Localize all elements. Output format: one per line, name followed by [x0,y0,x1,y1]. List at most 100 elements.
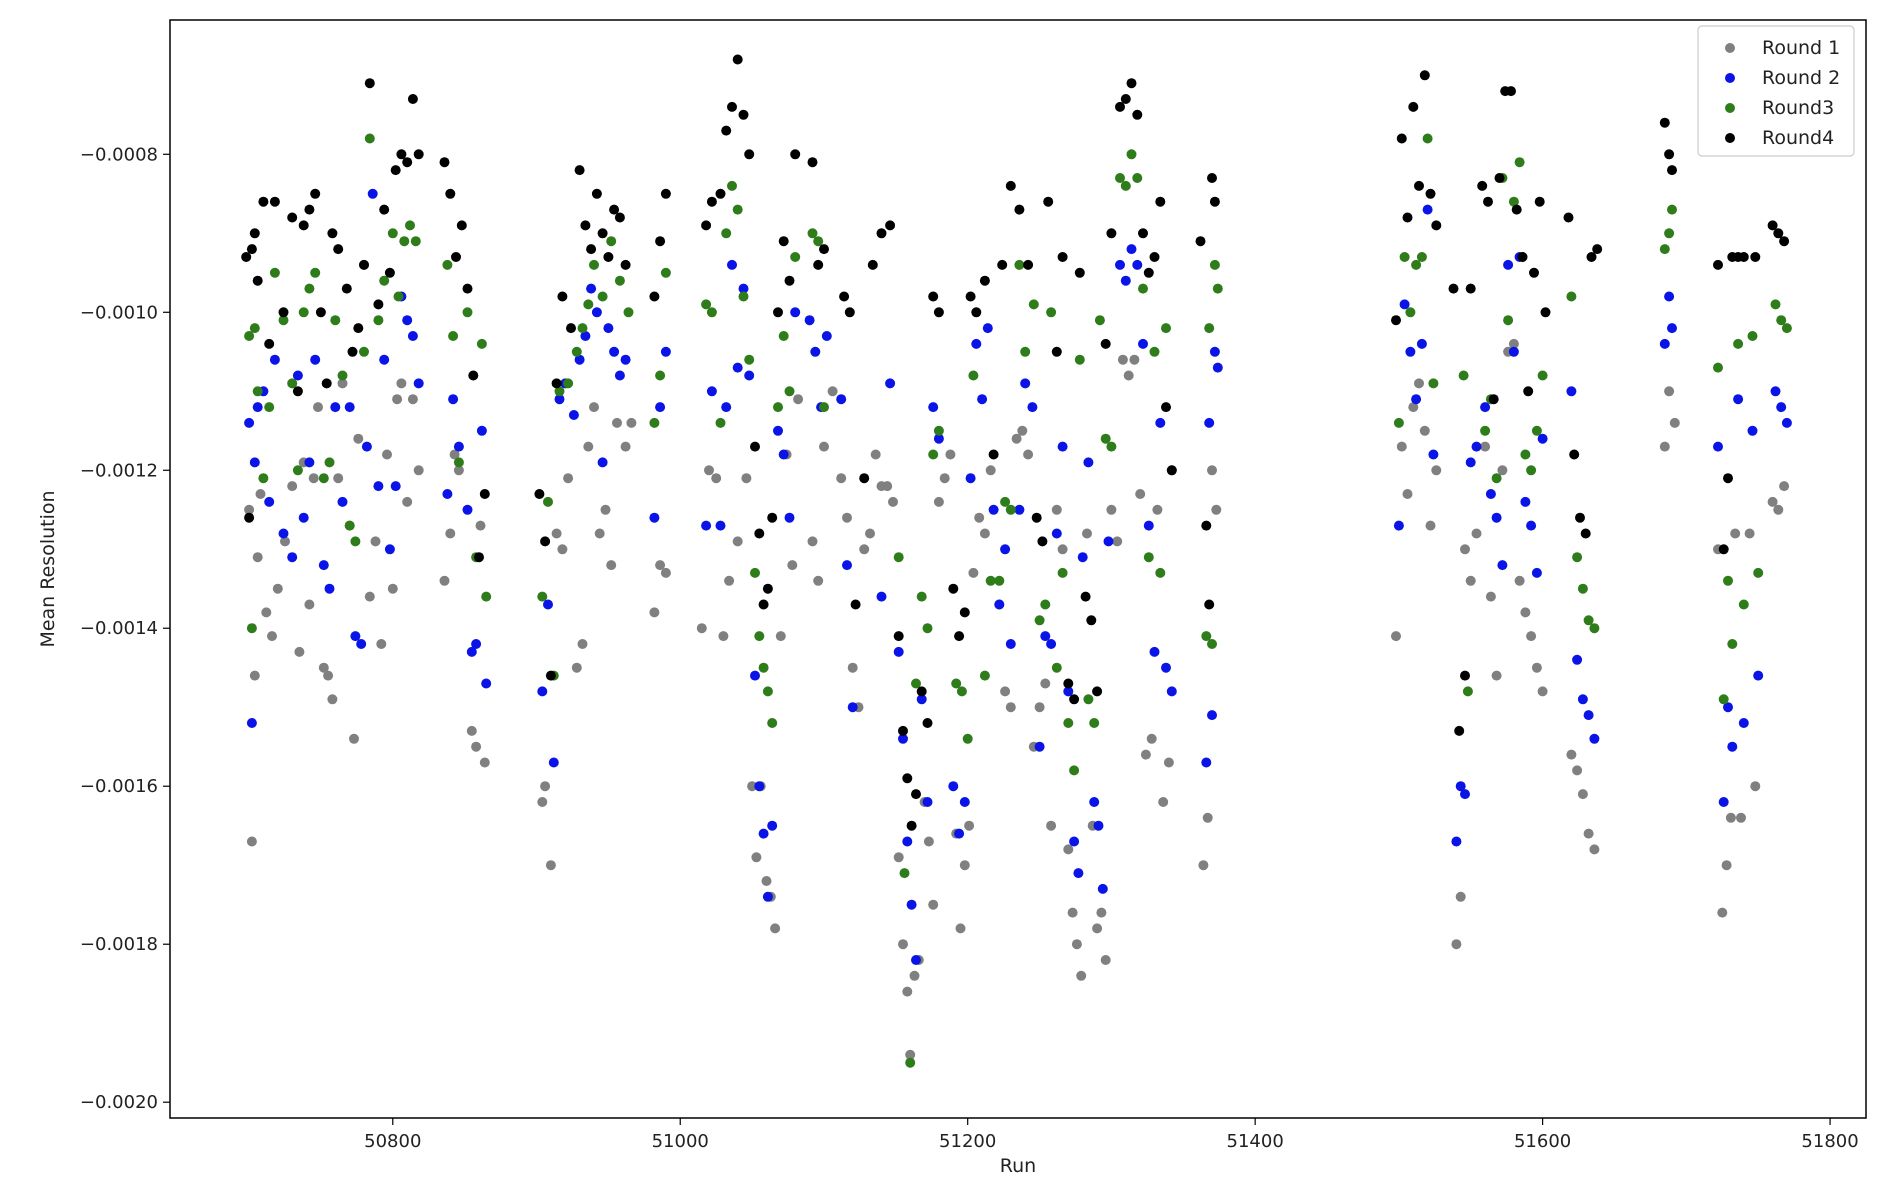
data-point [1514,157,1525,168]
data-point [396,149,407,160]
data-point [773,307,783,318]
data-point [620,441,631,452]
data-point [396,378,407,389]
data-point [738,291,749,302]
data-point [1580,528,1591,539]
data-point [767,820,778,831]
data-point [264,496,275,507]
data-point [439,157,450,168]
data-point [1416,338,1427,349]
data-point [379,204,390,215]
data-point [997,259,1008,270]
data-point [392,394,403,405]
data-point [754,781,765,792]
data-point [1526,631,1537,642]
data-point [1730,528,1741,539]
data-point [1040,631,1051,642]
data-point [1458,370,1469,381]
data-point [1399,299,1410,310]
data-point [1198,860,1209,871]
data-point [750,567,760,578]
data-point [1428,378,1439,389]
data-point [1069,836,1080,847]
data-point [1120,275,1131,286]
data-point [475,520,486,531]
data-point [609,204,620,215]
data-point [977,394,988,405]
data-point [1034,615,1045,626]
data-point [1488,394,1499,405]
data-point [244,417,255,428]
data-point [813,575,824,586]
data-point [1080,591,1091,602]
data-point [655,402,666,413]
data-point [1717,907,1728,918]
data-point [534,489,545,499]
data-point [1126,78,1137,89]
data-point [1063,844,1074,855]
data-point [1497,560,1508,571]
data-point [902,836,913,847]
data-point [1713,259,1723,270]
data-point [696,623,707,634]
data-point [1405,307,1416,318]
data-point [985,575,996,586]
data-point [922,623,933,634]
data-point [614,212,625,223]
data-point [916,694,927,705]
data-point [1391,315,1401,326]
data-point [1155,196,1166,207]
data-point [1209,196,1220,207]
data-point [1071,939,1082,950]
data-point [1201,520,1212,531]
data-point [468,370,479,381]
data-point [1092,686,1103,697]
data-point [1483,196,1493,207]
data-point [1161,323,1171,334]
data-point [649,512,660,523]
data-point [807,536,818,547]
data-point [715,520,726,531]
data-point [1143,520,1154,531]
data-point [813,236,824,247]
data-point [1659,117,1670,128]
data-point [341,283,352,294]
data-point [1138,283,1148,294]
data-point [327,694,338,705]
data-point [778,236,789,247]
data-point [842,512,852,523]
data-point [767,718,778,728]
data-point [1770,299,1781,310]
data-point [373,315,384,326]
data-point [563,473,574,484]
data-point [337,496,348,507]
data-point [304,283,315,294]
data-point [1589,844,1600,855]
data-point [1770,386,1781,397]
data-point [597,457,608,468]
data-point [959,797,970,807]
data-point [462,283,473,294]
data-point [1155,417,1166,428]
data-point [1014,204,1025,215]
data-point [655,236,666,247]
data-point [933,496,944,507]
data-point [982,323,993,334]
data-point [1566,291,1577,302]
data-point [1051,528,1062,539]
data-point [1129,354,1140,365]
data-point [1163,757,1174,768]
data-point [701,220,712,231]
data-point [1209,346,1220,357]
data-point [738,109,749,120]
data-point [1396,133,1407,144]
data-point [1161,662,1171,673]
data-point [1132,259,1143,270]
data-point [313,402,323,413]
data-point [1069,765,1080,776]
data-point [1014,504,1025,515]
series-layer [241,54,1792,1068]
data-point [994,599,1005,610]
data-point [310,267,321,278]
data-point [364,591,375,602]
